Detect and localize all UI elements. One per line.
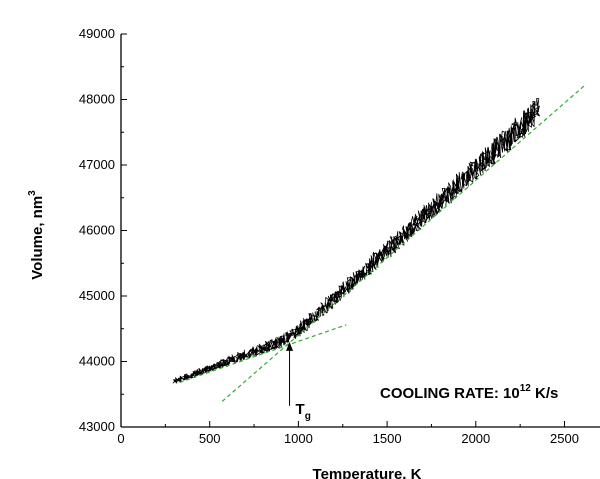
cooling-rate-label: COOLING RATE: 1012 K/s [380, 383, 558, 402]
x-ticks: 0 500 1000 1500 2000 2500 [117, 421, 579, 446]
y-axis-title-main: Volume, nm [29, 196, 46, 280]
y-tick-label: 48000 [79, 92, 115, 107]
y-tick-label: 46000 [79, 223, 115, 238]
y-axis-title: Volume, nm3 [27, 190, 46, 280]
x-tick-label: 2500 [550, 431, 579, 446]
y-tick-label: 43000 [79, 419, 115, 434]
y-tick-label: 45000 [79, 288, 115, 303]
cooling-rate-unit: K/s [531, 385, 559, 402]
y-tick-label: 44000 [79, 354, 115, 369]
tg-label: Tg [296, 401, 311, 422]
x-axis-title: Temperature, K [313, 466, 422, 479]
x-tick-label: 0 [117, 431, 124, 446]
x-tick-label: 2000 [461, 431, 490, 446]
axes [120, 34, 600, 428]
x-tick-label: 500 [199, 431, 221, 446]
fit-lines [179, 83, 587, 402]
tg-label-sub: g [305, 411, 311, 422]
cooling-rate-text: COOLING RATE: 10 [380, 385, 520, 402]
plot-area [172, 98, 540, 384]
x-tick-label: 1500 [373, 431, 402, 446]
y-ticks: 43000 44000 45000 46000 47000 48000 49000 [79, 26, 127, 434]
y-tick-label: 47000 [79, 157, 115, 172]
tg-label-main: T [296, 401, 305, 418]
x-tick-label: 1000 [284, 431, 313, 446]
tg-arrow-head [286, 341, 294, 351]
data-series-line [172, 98, 540, 384]
y-tick-label: 49000 [79, 26, 115, 41]
tg-annotation: Tg [286, 341, 311, 422]
cooling-rate-exponent: 12 [520, 383, 532, 394]
y-axis-title-sup: 3 [27, 190, 38, 196]
fit-line [179, 324, 347, 384]
fit-line [221, 83, 587, 402]
